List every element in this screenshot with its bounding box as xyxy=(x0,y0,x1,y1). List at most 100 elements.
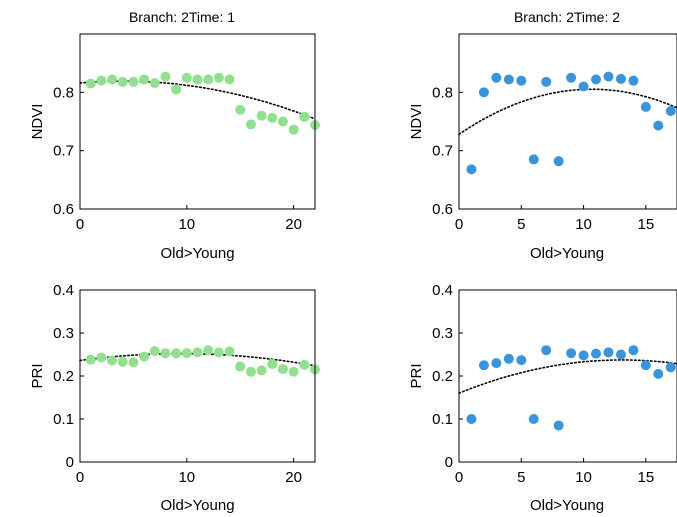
data-point xyxy=(149,346,160,357)
data-point xyxy=(628,345,639,356)
y-tick-label: 0.7 xyxy=(432,143,453,160)
data-point xyxy=(85,78,96,89)
data-point xyxy=(181,72,192,83)
data-point xyxy=(267,113,278,123)
data-point xyxy=(128,357,139,368)
data-point xyxy=(553,156,564,167)
y-tick-label: 0.4 xyxy=(432,282,453,299)
x-tick-label: 15 xyxy=(638,216,655,233)
x-tick-label: 10 xyxy=(178,469,195,486)
data-point xyxy=(516,75,527,86)
data-point xyxy=(503,353,514,364)
data-point xyxy=(466,414,477,424)
data-point xyxy=(256,110,267,121)
data-point xyxy=(192,347,203,358)
data-point xyxy=(503,74,514,85)
plot-marks: 0 10 20 0.6 0.7 0.8 xyxy=(53,71,320,233)
y-tick-label: 0.6 xyxy=(432,201,453,218)
y-tick-label: 0.2 xyxy=(53,368,74,385)
plot-frame xyxy=(458,33,677,210)
data-point xyxy=(591,348,602,359)
data-point xyxy=(203,345,214,356)
panel-ndvi-time2: Branch: 2Time: 2 0 5 10 15 0.6 0.7 0.8 Old>You… xyxy=(408,9,677,262)
panel-pri-time1: 0 10 20 0 0.1 0.2 0.3 0.4 Old>Young PRI xyxy=(29,282,320,514)
plot-marks: 0 10 20 0 0.1 0.2 0.3 0.4 xyxy=(53,282,320,486)
data-point xyxy=(553,420,564,431)
data-point xyxy=(192,74,203,85)
x-tick-label: 10 xyxy=(575,469,592,486)
data-point xyxy=(213,72,224,83)
data-point xyxy=(256,365,267,376)
data-point xyxy=(96,352,107,363)
y-tick-label: 0.3 xyxy=(432,325,453,342)
trend-line xyxy=(458,88,677,136)
plot-frame xyxy=(458,289,677,463)
panel-ndvi-time1: Branch: 2Time: 1 0 10 20 0.6 0.7 0.8 Old>Youn… xyxy=(29,9,320,262)
data-point xyxy=(478,360,489,371)
plot-marks: 0 5 10 15 0 0.1 0.2 0.3 0.4 xyxy=(432,282,677,486)
data-point xyxy=(541,345,552,356)
data-point xyxy=(160,348,171,359)
data-point xyxy=(96,75,107,86)
data-point xyxy=(203,74,214,85)
x-tick-label: 15 xyxy=(638,469,655,486)
data-point xyxy=(591,74,602,85)
x-tick-label: 0 xyxy=(76,216,84,233)
data-point xyxy=(491,358,502,369)
data-point xyxy=(528,154,539,165)
data-point xyxy=(267,358,278,369)
data-point xyxy=(541,76,552,87)
data-point xyxy=(478,87,489,98)
data-point xyxy=(628,75,639,86)
data-point xyxy=(578,81,589,92)
data-point xyxy=(181,348,192,359)
data-point xyxy=(288,366,299,377)
data-point xyxy=(213,347,224,358)
panel-pri-time2: 0 5 10 15 0 0.1 0.2 0.3 0.4 Old>Young PRI xyxy=(408,282,677,514)
y-tick-label: 0.8 xyxy=(53,84,74,101)
x-tick-label: 0 xyxy=(76,469,84,486)
y-tick-label: 0.6 xyxy=(53,201,74,218)
data-point xyxy=(615,73,626,84)
data-point xyxy=(665,106,676,116)
x-tick-label: 10 xyxy=(178,216,195,233)
x-tick-label: 5 xyxy=(517,469,525,486)
x-tick-label: 0 xyxy=(455,469,463,486)
panel-title: Branch: 2Time: 1 xyxy=(129,9,235,25)
data-point xyxy=(653,368,664,379)
data-point xyxy=(491,72,502,83)
data-point xyxy=(603,347,614,358)
data-point xyxy=(665,362,676,373)
y-tick-label: 0.2 xyxy=(432,368,453,385)
data-point xyxy=(224,346,235,357)
data-point xyxy=(160,71,171,82)
x-axis-label: Old>Young xyxy=(530,497,604,514)
x-tick-label: 10 xyxy=(575,216,592,233)
data-point xyxy=(277,364,288,375)
data-point xyxy=(128,76,139,87)
x-axis-label: Old>Young xyxy=(160,497,234,514)
data-point xyxy=(603,71,614,82)
y-axis-label: PRI xyxy=(29,363,46,388)
plot-frame xyxy=(79,289,316,463)
data-point xyxy=(566,348,577,359)
y-tick-label: 0.1 xyxy=(53,411,74,428)
y-tick-label: 0.3 xyxy=(53,325,74,342)
data-point xyxy=(288,124,299,135)
data-point xyxy=(171,84,182,95)
data-point xyxy=(85,354,96,365)
data-point xyxy=(245,119,256,130)
y-axis-label: NDVI xyxy=(29,104,46,140)
x-tick-label: 0 xyxy=(455,216,463,233)
data-point xyxy=(299,111,310,122)
data-point xyxy=(653,120,664,131)
data-point xyxy=(578,350,589,361)
plot-marks: 0 5 10 15 0.6 0.7 0.8 xyxy=(432,71,677,233)
x-axis-label: Old>Young xyxy=(530,245,604,262)
trend-line xyxy=(458,359,677,395)
x-tick-label: 20 xyxy=(285,216,302,233)
data-point xyxy=(235,104,246,115)
y-tick-label: 0.1 xyxy=(432,411,453,428)
